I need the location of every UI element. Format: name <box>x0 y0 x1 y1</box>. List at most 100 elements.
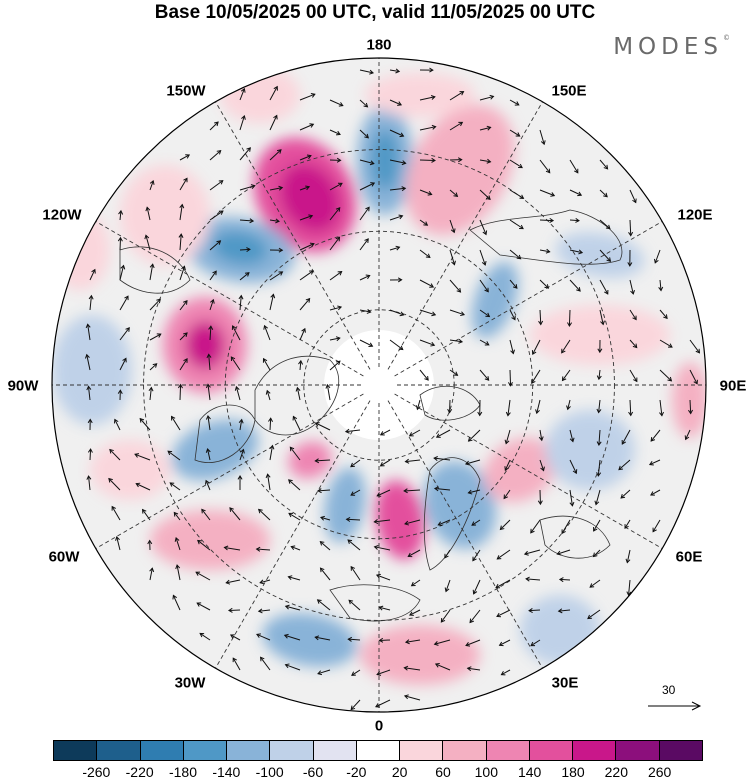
wind-arrow <box>197 539 211 551</box>
wind-arrow <box>447 399 453 414</box>
wind-arrow <box>299 270 314 281</box>
wind-arrow <box>171 415 181 431</box>
lon-label-120w: 120W <box>42 206 82 224</box>
wind-arrow <box>449 338 464 344</box>
wind-arrow <box>119 357 127 371</box>
wind-arrow <box>599 219 611 230</box>
wind-arrow <box>419 189 433 196</box>
wind-arrow <box>269 149 282 161</box>
wind-arrow <box>84 353 91 371</box>
wind-arrow <box>449 249 456 266</box>
meridian-line <box>387 101 543 370</box>
lon-label-30w: 30W <box>174 674 206 692</box>
anomaly-contour <box>262 613 358 667</box>
wind-arrow <box>347 539 361 551</box>
wind-arrow <box>479 94 495 101</box>
wind-arrow <box>344 428 361 434</box>
wind-arrow <box>659 369 673 382</box>
wind-arrow <box>449 121 464 131</box>
wind-arrow <box>561 339 571 354</box>
wind-arrow <box>299 242 315 251</box>
wind-arrow <box>479 339 490 346</box>
wind-arrow <box>444 549 451 559</box>
wind-arrow <box>329 360 341 371</box>
wind-arrow <box>239 87 246 101</box>
wind-arrow <box>479 158 492 164</box>
wind-arrow <box>626 579 632 597</box>
anomaly-contour <box>471 261 519 339</box>
wind-arrow <box>351 669 361 676</box>
wind-arrow <box>496 549 511 560</box>
anomaly-contour <box>360 625 480 685</box>
colorbar-cell <box>183 741 228 760</box>
wind-arrow <box>135 482 151 491</box>
wind-arrow <box>375 699 391 708</box>
wind-arrow <box>525 576 541 582</box>
wind-arrow <box>179 300 188 311</box>
wind-arrow <box>314 422 331 431</box>
wind-arrow <box>320 515 331 521</box>
wind-arrow <box>263 324 271 341</box>
colorbar-cell <box>443 741 487 760</box>
lon-label-150w: 150W <box>166 82 206 100</box>
wind-arrow <box>290 545 301 551</box>
wind-arrow <box>449 369 459 376</box>
colorbar-tick-label: -20 <box>346 764 367 780</box>
wind-arrow <box>195 571 211 581</box>
lon-label-30e: 30E <box>551 674 579 692</box>
wind-arrow <box>86 385 92 401</box>
wind-arrow <box>477 399 483 417</box>
wind-arrow <box>599 279 609 295</box>
wind-arrow <box>288 479 301 491</box>
wind-arrow <box>269 271 284 281</box>
wind-arrow <box>509 99 520 106</box>
wind-arrow <box>419 369 429 381</box>
wind-arrow <box>329 99 344 107</box>
wind-arrow <box>569 429 575 443</box>
wind-arrow <box>509 249 522 260</box>
wind-arrow <box>688 399 694 415</box>
wind-arrow <box>449 91 465 101</box>
wind-arrow <box>509 219 524 230</box>
wind-arrow <box>269 185 284 191</box>
wind-arrow <box>269 114 278 131</box>
anomaly-contour <box>520 595 600 665</box>
wind-arrow <box>115 535 121 551</box>
colorbar-tick-label: -260 <box>82 764 111 780</box>
wind-arrow <box>179 265 186 281</box>
wind-arrow <box>479 125 492 131</box>
wind-arrow <box>329 271 343 281</box>
wind-arrow <box>389 159 407 166</box>
wind-arrow <box>440 609 451 623</box>
wind-arrow <box>500 669 511 676</box>
wind-arrow <box>389 339 404 351</box>
wind-arrow <box>629 369 638 383</box>
meridian-line <box>394 393 663 549</box>
wind-arrow <box>239 147 251 161</box>
wind-arrow <box>359 182 376 191</box>
lon-label-180: 180 <box>366 36 392 54</box>
colorbar-tick-label: 220 <box>604 764 629 780</box>
reference-vector-label: 30 <box>662 683 676 697</box>
wind-arrow <box>449 157 463 163</box>
lon-label-90e: 90E <box>719 377 747 395</box>
wind-arrow <box>449 189 459 197</box>
wind-arrow <box>689 339 701 354</box>
wind-arrow <box>389 68 401 74</box>
lon-label-150e: 150E <box>551 82 587 100</box>
wind-arrow <box>684 429 691 441</box>
wind-arrow <box>317 669 331 676</box>
anomaly-contour <box>375 480 425 560</box>
wind-arrow <box>408 429 421 437</box>
wind-arrow <box>373 545 391 551</box>
wind-arrow <box>227 607 241 613</box>
wind-arrow <box>404 639 421 645</box>
brand-name: MODES <box>613 34 723 60</box>
wind-arrow <box>232 657 241 671</box>
wind-arrow <box>628 399 634 417</box>
wind-arrow <box>498 639 511 647</box>
wind-arrow <box>389 186 407 192</box>
map-title: Base 10/05/2025 00 UTC, valid 11/05/2025… <box>154 2 596 23</box>
meridian-line <box>387 400 543 669</box>
colorbar <box>53 740 703 761</box>
